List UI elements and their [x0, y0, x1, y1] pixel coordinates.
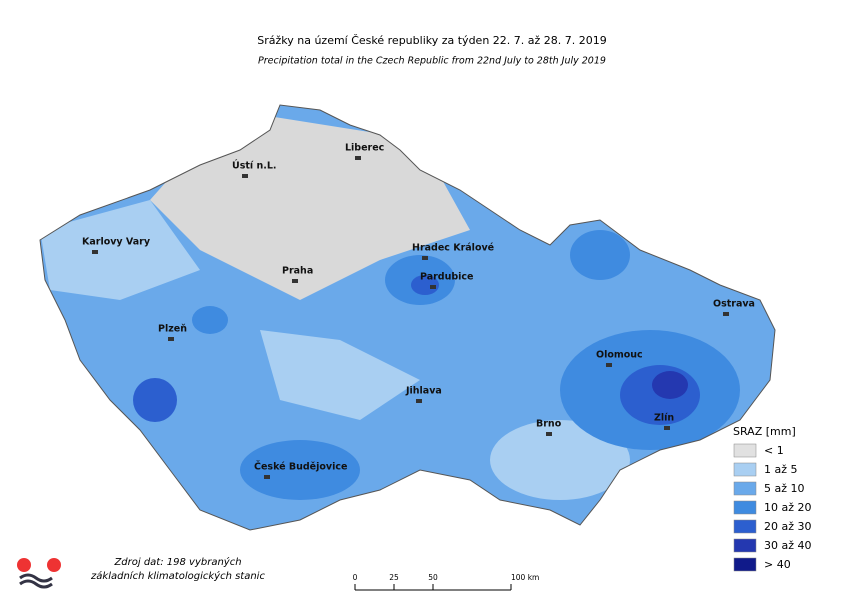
city-marker: [546, 432, 552, 436]
city-marker: [264, 475, 270, 479]
legend-label: < 1: [764, 444, 784, 457]
subtitle: Precipitation total in the Czech Republi…: [258, 56, 606, 67]
city-labels: Liberec Ústí n.L. Karlovy Vary Hradec Králo…: [82, 143, 755, 479]
source-line: základních klimatologických stanic: [90, 570, 265, 582]
city-marker: [242, 174, 248, 178]
country-border: [39, 104, 776, 531]
city-marker: [723, 312, 729, 316]
legend-swatch: [733, 443, 757, 458]
city-marker: [422, 256, 428, 260]
legend-swatch: [733, 519, 757, 534]
legend-swatch: [733, 481, 757, 496]
legend-label: > 40: [764, 558, 791, 571]
city-label: Ostrava: [713, 299, 755, 310]
city-label: Jihlava: [405, 386, 442, 397]
city-label: České Budějovice: [254, 461, 347, 473]
city-marker: [416, 399, 422, 403]
city-label: Liberec: [345, 143, 384, 154]
city-label: Brno: [536, 419, 562, 430]
city-label: Hradec Králové: [412, 243, 494, 254]
legend-title: SRAZ [mm]: [733, 425, 796, 438]
source-line: Zdroj dat: 198 vybraných: [113, 556, 241, 568]
city-label: Zlín: [654, 413, 674, 424]
city-marker: [664, 426, 670, 430]
city-label: Ústí n.L.: [232, 160, 277, 172]
city-label: Olomouc: [596, 350, 643, 361]
city-label: Pardubice: [420, 272, 474, 283]
city-label: Plzeň: [158, 324, 187, 335]
logo: [17, 558, 61, 589]
city-marker: [430, 285, 436, 289]
title: Srážky na území České republiky za týden…: [257, 34, 607, 47]
city-marker: [606, 363, 612, 367]
legend-label: 5 až 10: [764, 482, 805, 495]
city-label: Praha: [282, 266, 313, 277]
legend-swatch: [733, 462, 757, 477]
scale-bar: 0 25 50 100 km: [353, 573, 539, 591]
legend-label: 20 až 30: [764, 520, 812, 533]
scale-label: 0: [353, 573, 358, 582]
scale-label: 50: [428, 573, 438, 582]
legend-label: 10 až 20: [764, 501, 812, 514]
legend-swatch: [733, 500, 757, 515]
legend-swatch: [733, 557, 757, 572]
city-marker: [292, 279, 298, 283]
legend-label: 1 až 5: [764, 463, 798, 476]
legend-swatch: [733, 538, 757, 553]
city-label: Karlovy Vary: [82, 237, 151, 248]
scale-label: 25: [389, 573, 399, 582]
scale-label: 100 km: [511, 573, 539, 582]
legend-label: 30 až 40: [764, 539, 812, 552]
city-marker: [168, 337, 174, 341]
city-marker: [92, 250, 98, 254]
legend: SRAZ [mm] < 1 1 až 5 5 až 10 10 až 20 20 až 3…: [733, 425, 812, 572]
city-marker: [355, 156, 361, 160]
precipitation-map: [40, 105, 775, 530]
